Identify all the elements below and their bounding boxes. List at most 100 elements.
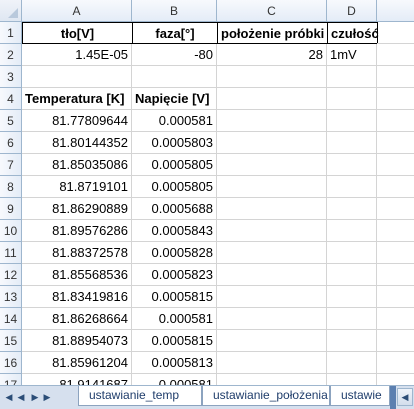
cell-e1[interactable] [377,22,414,44]
cell-d10[interactable] [327,220,377,242]
cell-d4[interactable] [327,88,377,110]
row-header-16[interactable]: 16 [0,352,22,374]
cell-d8[interactable] [327,176,377,198]
row-header-4[interactable]: 4 [0,88,22,110]
cell-b3[interactable] [132,66,217,88]
cell-b10[interactable]: 0.0005843 [132,220,217,242]
prev-sheet-icon[interactable]: ◀ [17,392,25,402]
cell-a9[interactable]: 81.86290889 [22,198,132,220]
cell-b11[interactable]: 0.0005828 [132,242,217,264]
cell-c15[interactable] [217,330,327,352]
cell-d2[interactable]: 1mV [327,44,377,66]
cell-b15[interactable]: 0.0005815 [132,330,217,352]
row-header-8[interactable]: 8 [0,176,22,198]
last-sheet-icon[interactable]: ▶ [43,392,51,402]
cell-b7[interactable]: 0.0005805 [132,154,217,176]
cell-b17[interactable]: 0.000581 [132,374,217,385]
cell-d6[interactable] [327,132,377,154]
cell-c11[interactable] [217,242,327,264]
cell-c13[interactable] [217,286,327,308]
cell-e10[interactable] [377,220,414,242]
cell-c9[interactable] [217,198,327,220]
first-sheet-icon[interactable]: ◀ [5,392,13,402]
row-header-9[interactable]: 9 [0,198,22,220]
row-header-2[interactable]: 2 [0,44,22,66]
cell-c17[interactable] [217,374,327,385]
sheet-tab-ustawie[interactable]: ustawie [330,386,390,406]
cell-b6[interactable]: 0.0005803 [132,132,217,154]
cell-e7[interactable] [377,154,414,176]
cell-c6[interactable] [217,132,327,154]
cell-a8[interactable]: 81.8719101 [22,176,132,198]
cell-c7[interactable] [217,154,327,176]
cell-b13[interactable]: 0.0005815 [132,286,217,308]
row-header-11[interactable]: 11 [0,242,22,264]
cell-e12[interactable] [377,264,414,286]
cell-c5[interactable] [217,110,327,132]
row-header-6[interactable]: 6 [0,132,22,154]
cell-d16[interactable] [327,352,377,374]
cell-d12[interactable] [327,264,377,286]
cell-e11[interactable] [377,242,414,264]
cell-c3[interactable] [217,66,327,88]
cell-c2[interactable]: 28 [217,44,327,66]
column-header-b[interactable]: B [132,0,217,22]
row-header-1[interactable]: 1 [0,22,22,44]
cell-e15[interactable] [377,330,414,352]
cell-b5[interactable]: 0.000581 [132,110,217,132]
cell-b4[interactable]: Napięcie [V] [132,88,217,110]
cell-e13[interactable] [377,286,414,308]
select-all-corner[interactable] [0,0,22,22]
cell-d14[interactable] [327,308,377,330]
cell-d5[interactable] [327,110,377,132]
cell-d11[interactable] [327,242,377,264]
cell-a15[interactable]: 81.88954073 [22,330,132,352]
cell-d7[interactable] [327,154,377,176]
cell-e6[interactable] [377,132,414,154]
row-header-14[interactable]: 14 [0,308,22,330]
cell-d17[interactable] [327,374,377,385]
cell-a3[interactable] [22,66,132,88]
cell-e2[interactable] [377,44,414,66]
cell-a11[interactable]: 81.88372578 [22,242,132,264]
row-header-5[interactable]: 5 [0,110,22,132]
cell-a16[interactable]: 81.85961204 [22,352,132,374]
cell-e9[interactable] [377,198,414,220]
sheet-tab-ustawianie-polozenia[interactable]: ustawianie_położenia [202,386,330,406]
cell-a1[interactable]: tło[V] [22,22,133,44]
cell-d1[interactable]: czułość [327,22,379,44]
row-header-10[interactable]: 10 [0,220,22,242]
cell-b14[interactable]: 0.000581 [132,308,217,330]
cell-e14[interactable] [377,308,414,330]
cell-a13[interactable]: 81.83419816 [22,286,132,308]
column-header-e[interactable] [377,0,414,22]
sheet-tab-ustawianie-temp[interactable]: ustawianie_temp [78,386,202,406]
cell-a2[interactable]: 1.45E-05 [22,44,132,66]
row-header-17[interactable]: 17 [0,374,22,385]
row-header-3[interactable]: 3 [0,66,22,88]
row-header-12[interactable]: 12 [0,264,22,286]
cell-d9[interactable] [327,198,377,220]
cell-c1[interactable]: położenie próbki [217,22,328,44]
cell-a14[interactable]: 81.86268664 [22,308,132,330]
row-header-15[interactable]: 15 [0,330,22,352]
cell-e8[interactable] [377,176,414,198]
cell-b2[interactable]: -80 [132,44,217,66]
column-header-a[interactable]: A [22,0,132,22]
next-sheet-icon[interactable]: ▶ [31,392,39,402]
cell-c10[interactable] [217,220,327,242]
cell-a4[interactable]: Temperatura [K] [22,88,132,110]
row-header-13[interactable]: 13 [0,286,22,308]
scroll-left-icon[interactable]: ◀ [397,388,413,406]
column-header-c[interactable]: C [217,0,327,22]
cell-b1[interactable]: faza[°] [132,22,218,44]
cell-c4[interactable] [217,88,327,110]
cell-c12[interactable] [217,264,327,286]
cell-a10[interactable]: 81.89576286 [22,220,132,242]
tab-split-handle[interactable] [390,386,396,409]
cell-e3[interactable] [377,66,414,88]
cell-a7[interactable]: 81.85035086 [22,154,132,176]
cell-d13[interactable] [327,286,377,308]
cell-d15[interactable] [327,330,377,352]
cell-b16[interactable]: 0.0005813 [132,352,217,374]
